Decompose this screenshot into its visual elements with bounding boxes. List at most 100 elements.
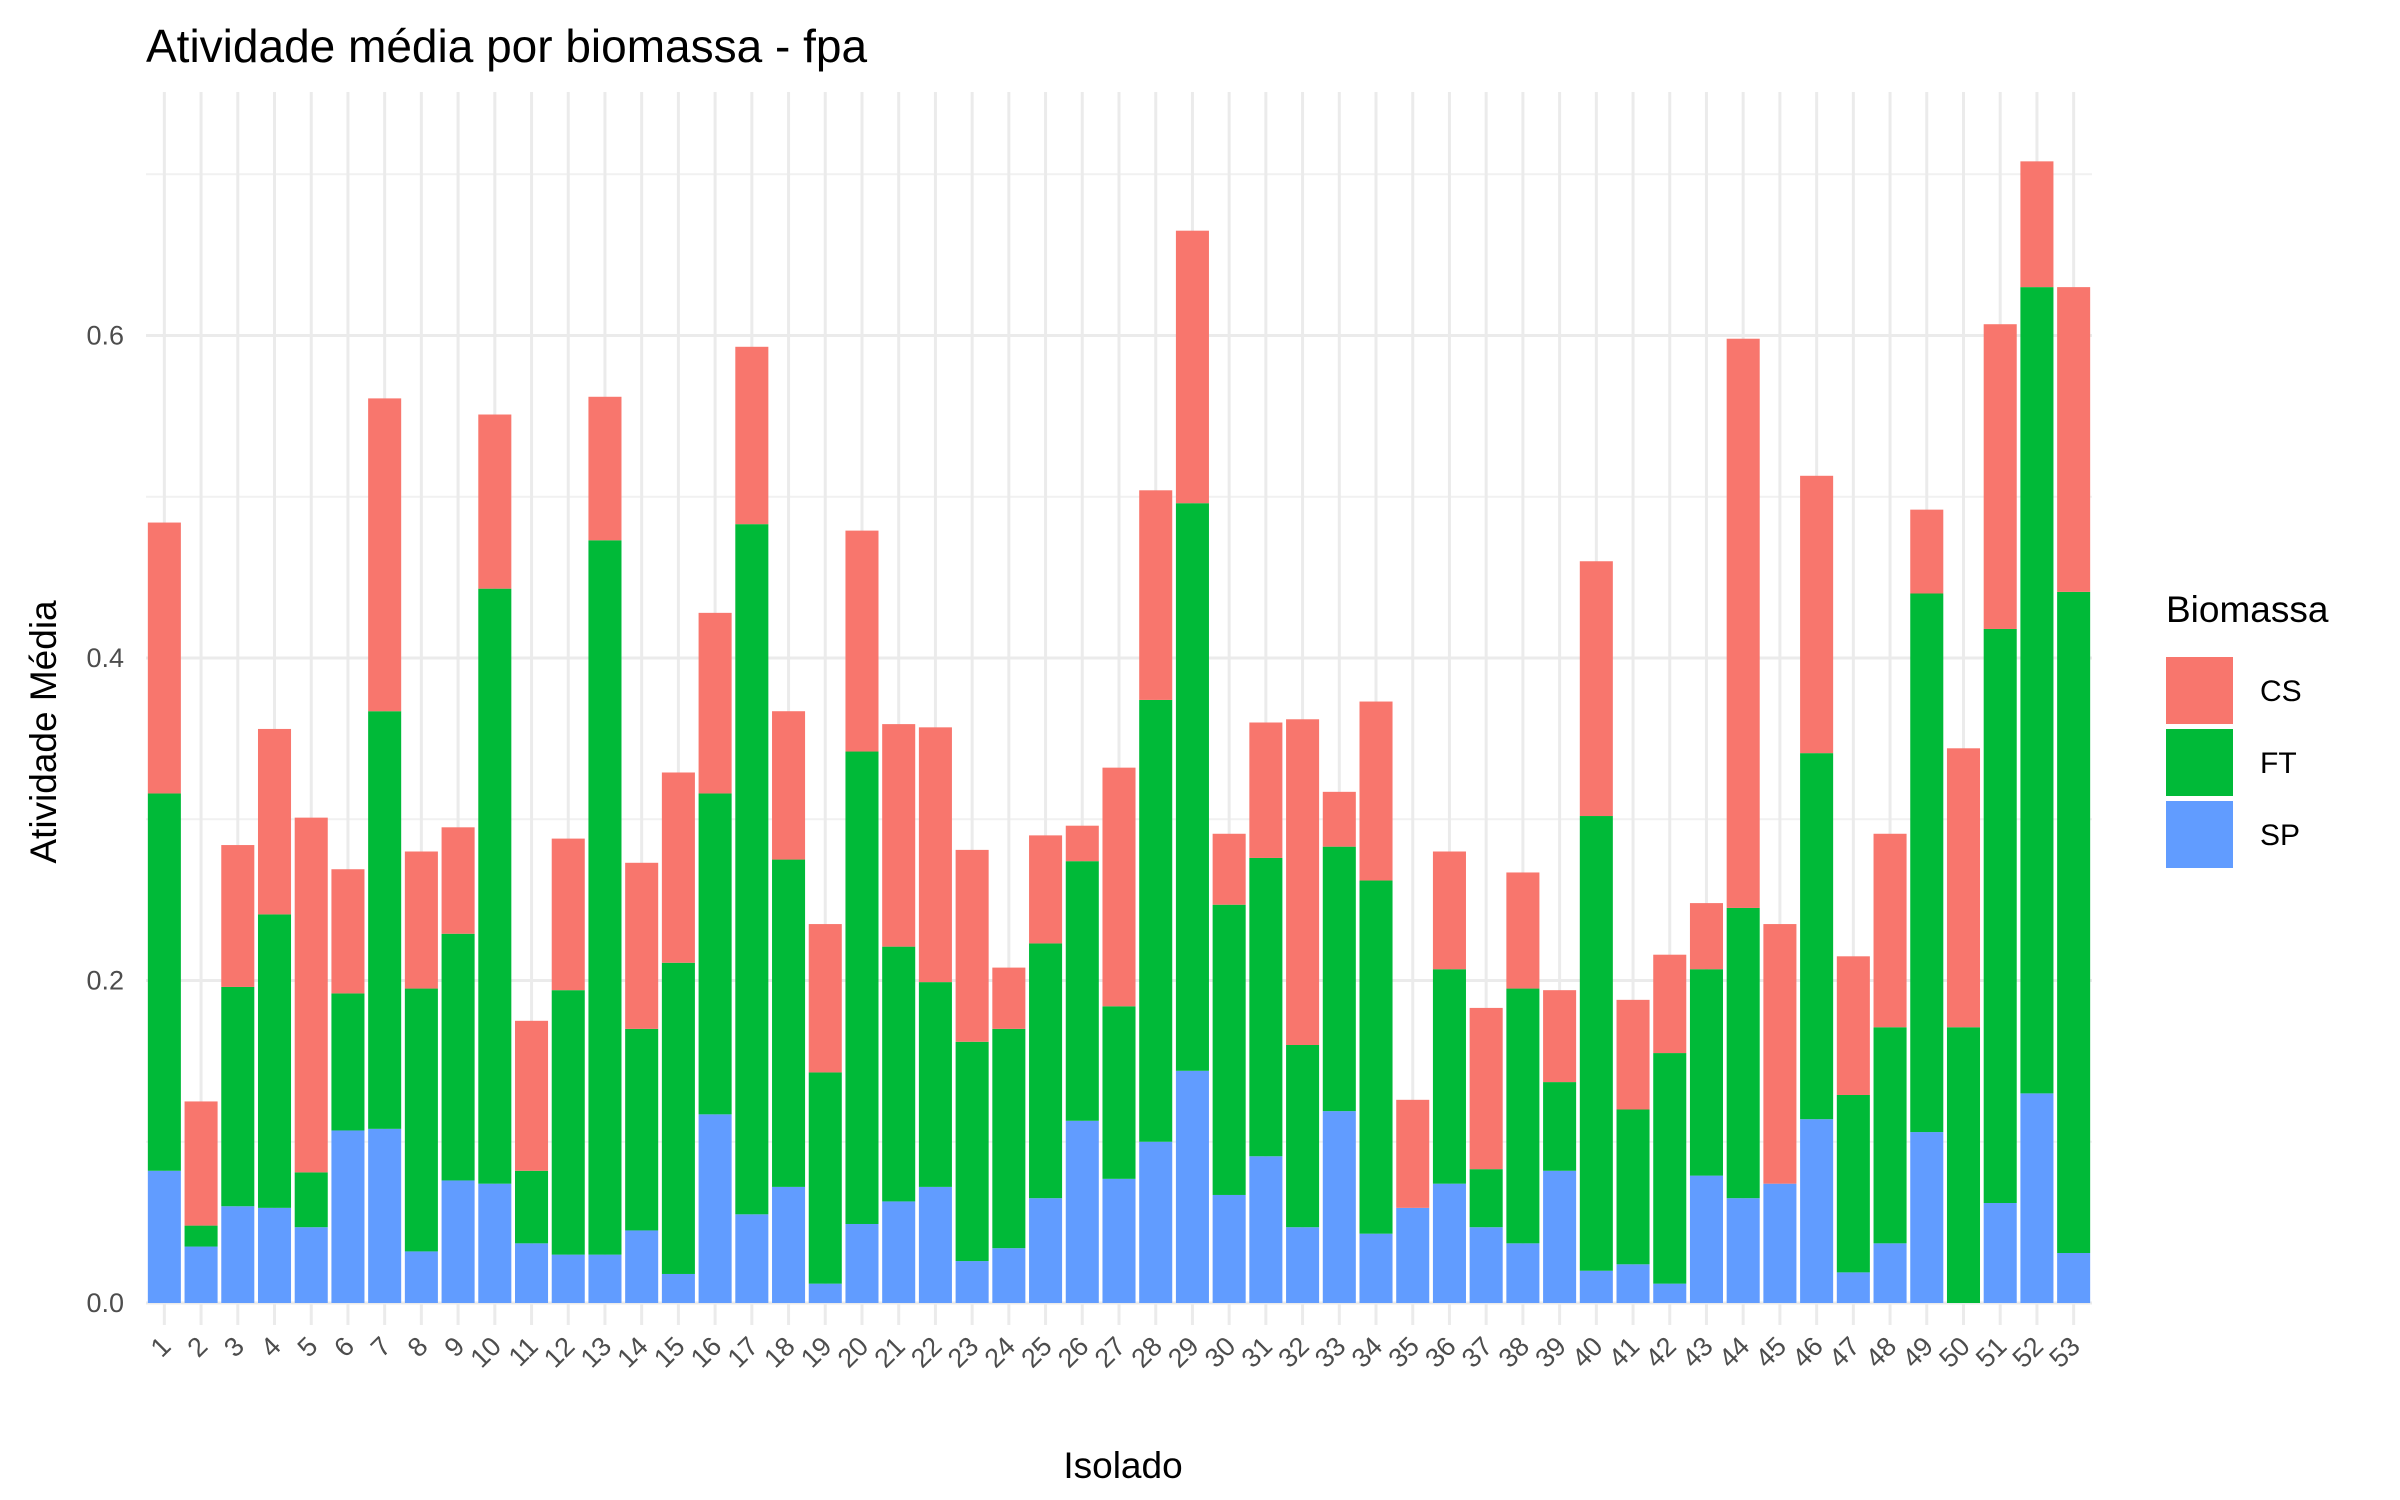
chart-title: Atividade média por biomassa - fpa (146, 20, 867, 72)
bar-ft-15 (661, 962, 695, 1274)
bar-sp-23 (955, 1261, 989, 1303)
bar-cs-7 (368, 398, 402, 712)
y-axis-ticks: 0.0 0.2 0.4 0.6 (86, 321, 124, 1319)
bar-ft-48 (1873, 1027, 1907, 1244)
bar-sp-13 (588, 1254, 622, 1303)
bar-cs-10 (478, 414, 512, 589)
bar-ft-46 (1800, 753, 1834, 1120)
bar-ft-19 (808, 1072, 842, 1284)
y-tick-label: 0.0 (86, 1288, 124, 1318)
bar-cs-2 (184, 1101, 218, 1226)
bar-sp-30 (1212, 1194, 1246, 1303)
bar-ft-23 (955, 1041, 989, 1262)
bar-sp-24 (992, 1248, 1026, 1303)
y-axis-title: Atividade Média (23, 600, 64, 864)
bar-cs-20 (845, 530, 879, 752)
bar-cs-9 (441, 827, 475, 934)
bar-sp-8 (404, 1251, 438, 1303)
bar-ft-53 (2057, 591, 2091, 1254)
legend: Biomassa CS FT SP (2166, 589, 2329, 868)
bar-cs-24 (992, 967, 1026, 1029)
bar-ft-3 (221, 986, 255, 1207)
bar-sp-34 (1359, 1233, 1393, 1303)
bar-cs-35 (1396, 1099, 1430, 1208)
bar-cs-44 (1726, 338, 1760, 908)
bar-ft-47 (1836, 1094, 1870, 1273)
bar-cs-37 (1469, 1007, 1503, 1170)
bar-cs-38 (1506, 872, 1540, 989)
bar-sp-9 (441, 1180, 475, 1303)
bar-ft-33 (1322, 846, 1356, 1112)
bar-sp-11 (515, 1243, 549, 1303)
bar-sp-28 (1139, 1141, 1173, 1303)
bar-ft-30 (1212, 904, 1246, 1195)
bar-sp-20 (845, 1223, 879, 1303)
legend-label-ft: FT (2260, 747, 2297, 780)
bar-cs-18 (772, 711, 806, 860)
bar-ft-51 (1983, 628, 2017, 1204)
legend-swatch-sp (2166, 801, 2233, 868)
bar-sp-53 (2057, 1253, 2091, 1303)
bar-sp-39 (1543, 1170, 1577, 1303)
bar-ft-2 (184, 1225, 218, 1247)
bar-ft-9 (441, 933, 475, 1181)
bar-sp-2 (184, 1246, 218, 1303)
bar-cs-22 (918, 727, 952, 983)
bar-ft-8 (404, 988, 438, 1252)
bar-sp-46 (1800, 1119, 1834, 1303)
bar-ft-20 (845, 751, 879, 1224)
y-tick-label: 0.6 (86, 321, 124, 351)
bars (147, 161, 2091, 1303)
bar-sp-36 (1432, 1183, 1466, 1303)
bar-ft-14 (625, 1028, 659, 1231)
bar-cs-49 (1910, 509, 1944, 594)
bar-sp-37 (1469, 1227, 1503, 1303)
bar-cs-29 (1175, 230, 1209, 504)
bar-ft-18 (772, 859, 806, 1187)
bar-ft-1 (147, 793, 181, 1171)
bar-cs-23 (955, 849, 989, 1042)
bar-sp-32 (1286, 1227, 1320, 1303)
bar-sp-52 (2020, 1093, 2054, 1303)
bar-cs-46 (1800, 475, 1834, 754)
bar-cs-1 (147, 522, 181, 794)
bar-ft-44 (1726, 907, 1760, 1199)
bar-ft-25 (1029, 943, 1063, 1199)
bar-ft-26 (1065, 861, 1099, 1121)
bar-ft-38 (1506, 988, 1540, 1244)
bar-sp-49 (1910, 1132, 1944, 1303)
bar-sp-15 (661, 1273, 695, 1303)
bar-sp-16 (698, 1114, 732, 1303)
bar-sp-26 (1065, 1120, 1099, 1303)
bar-ft-24 (992, 1028, 1026, 1249)
legend-swatch-cs (2166, 657, 2233, 724)
bar-ft-12 (551, 990, 585, 1255)
bar-cs-15 (661, 772, 695, 963)
bar-cs-6 (331, 869, 365, 994)
legend-items: CS FT SP (2166, 657, 2302, 868)
bar-sp-33 (1322, 1111, 1356, 1303)
bar-sp-12 (551, 1254, 585, 1303)
bar-cs-30 (1212, 833, 1246, 905)
bar-ft-43 (1689, 969, 1723, 1176)
bar-cs-51 (1983, 324, 2017, 629)
bar-cs-50 (1946, 748, 1981, 1028)
bar-ft-41 (1616, 1109, 1650, 1265)
bar-ft-22 (918, 982, 952, 1187)
bar-cs-45 (1763, 924, 1797, 1184)
bar-cs-40 (1579, 561, 1613, 817)
bar-sp-7 (368, 1128, 402, 1303)
bar-sp-25 (1029, 1198, 1063, 1303)
bar-sp-6 (331, 1130, 365, 1303)
bar-sp-10 (478, 1183, 512, 1303)
bar-cs-16 (698, 612, 732, 794)
bar-cs-12 (551, 838, 585, 991)
bar-sp-42 (1653, 1283, 1687, 1303)
bar-ft-17 (735, 524, 769, 1215)
bar-ft-36 (1432, 969, 1466, 1184)
bar-sp-29 (1175, 1070, 1209, 1303)
x-axis-title: Isolado (1063, 1445, 1182, 1486)
bar-sp-43 (1689, 1175, 1723, 1303)
bar-ft-31 (1249, 857, 1283, 1157)
bar-sp-27 (1102, 1178, 1136, 1303)
